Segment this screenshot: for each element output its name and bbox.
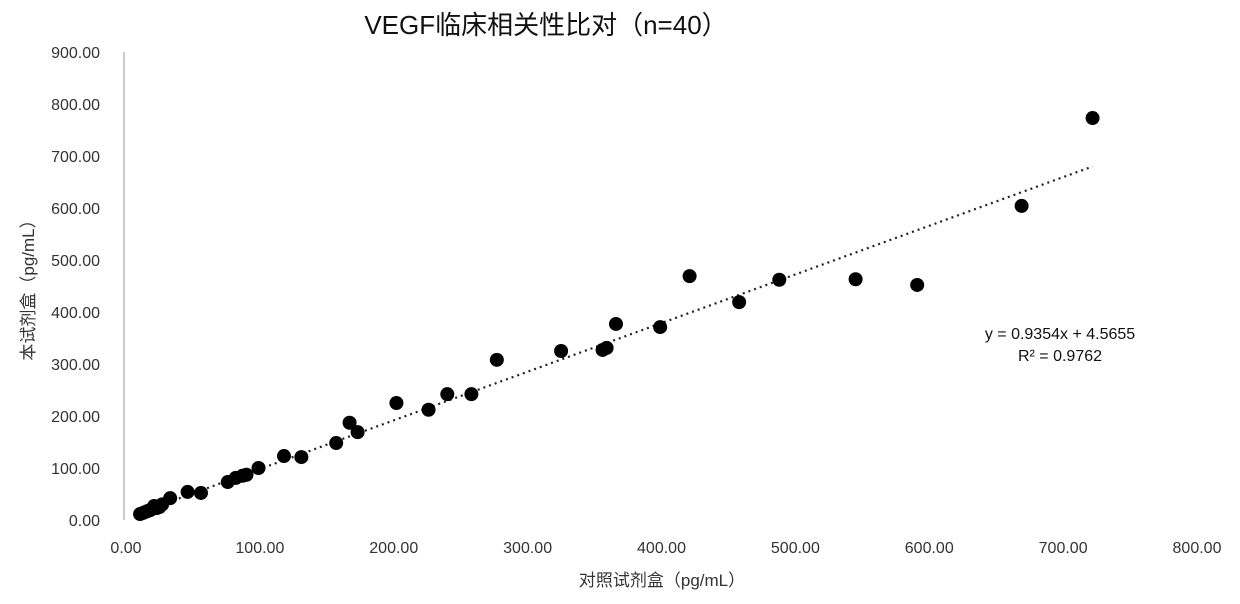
x-tick-labels: 0.00 100.00 200.00 300.00 400.00 500.00 600.00…	[110, 540, 1221, 557]
data-point	[193, 485, 208, 500]
x-tick-label: 800.00	[1173, 540, 1222, 557]
y-tick-label: 0.00	[69, 513, 100, 530]
trendline-equation: y = 0.9354x + 4.5655	[985, 326, 1135, 343]
x-tick-label: 600.00	[905, 540, 954, 557]
data-point	[1085, 111, 1100, 126]
y-tick-labels: 0.00 100.00 200.00 300.00 400.00 500.00 600.00…	[51, 45, 100, 530]
y-tick-label: 600.00	[51, 201, 100, 218]
data-point	[464, 387, 479, 402]
y-tick-label: 400.00	[51, 305, 100, 322]
y-tick-label: 100.00	[51, 461, 100, 478]
data-point	[910, 277, 925, 292]
data-point	[772, 272, 787, 287]
r-squared-label: R² = 0.9762	[1018, 348, 1102, 365]
y-tick-label: 200.00	[51, 409, 100, 426]
data-point	[251, 461, 266, 475]
y-tick-label: 800.00	[51, 97, 100, 114]
data-point	[440, 387, 455, 402]
data-point	[294, 450, 309, 465]
x-axis-label: 对照试剂盒（pg/mL）	[579, 571, 745, 590]
x-tick-label: 300.00	[503, 540, 552, 557]
data-point	[1014, 198, 1029, 213]
data-point	[599, 340, 614, 355]
y-tick-label: 900.00	[51, 45, 100, 62]
data-point	[276, 449, 291, 464]
y-tick-label: 500.00	[51, 253, 100, 270]
x-tick-label: 200.00	[369, 540, 418, 557]
data-point	[180, 484, 195, 499]
x-tick-label: 500.00	[771, 540, 820, 557]
data-point	[848, 272, 863, 287]
data-point	[389, 396, 404, 410]
data-point	[732, 295, 747, 310]
data-point	[350, 425, 365, 440]
data-point	[608, 316, 623, 331]
data-point	[163, 491, 178, 506]
data-point	[239, 467, 254, 482]
x-tick-label: 100.00	[235, 540, 284, 557]
data-point	[342, 415, 357, 430]
data-point	[329, 436, 344, 451]
x-tick-label: 0.00	[110, 540, 141, 557]
y-tick-label: 300.00	[51, 357, 100, 374]
data-point	[489, 352, 504, 367]
y-tick-label: 700.00	[51, 149, 100, 166]
data-points	[133, 111, 1100, 522]
data-point	[554, 344, 569, 358]
data-point	[421, 402, 436, 417]
x-tick-label: 400.00	[637, 540, 686, 557]
x-tick-label: 700.00	[1039, 540, 1088, 557]
data-point	[682, 269, 697, 284]
y-axis-label: 本试剂盒（pg/mL）	[19, 211, 38, 360]
data-point	[653, 320, 668, 335]
chart-title: VEGF临床相关性比对（n=40）	[364, 10, 727, 40]
